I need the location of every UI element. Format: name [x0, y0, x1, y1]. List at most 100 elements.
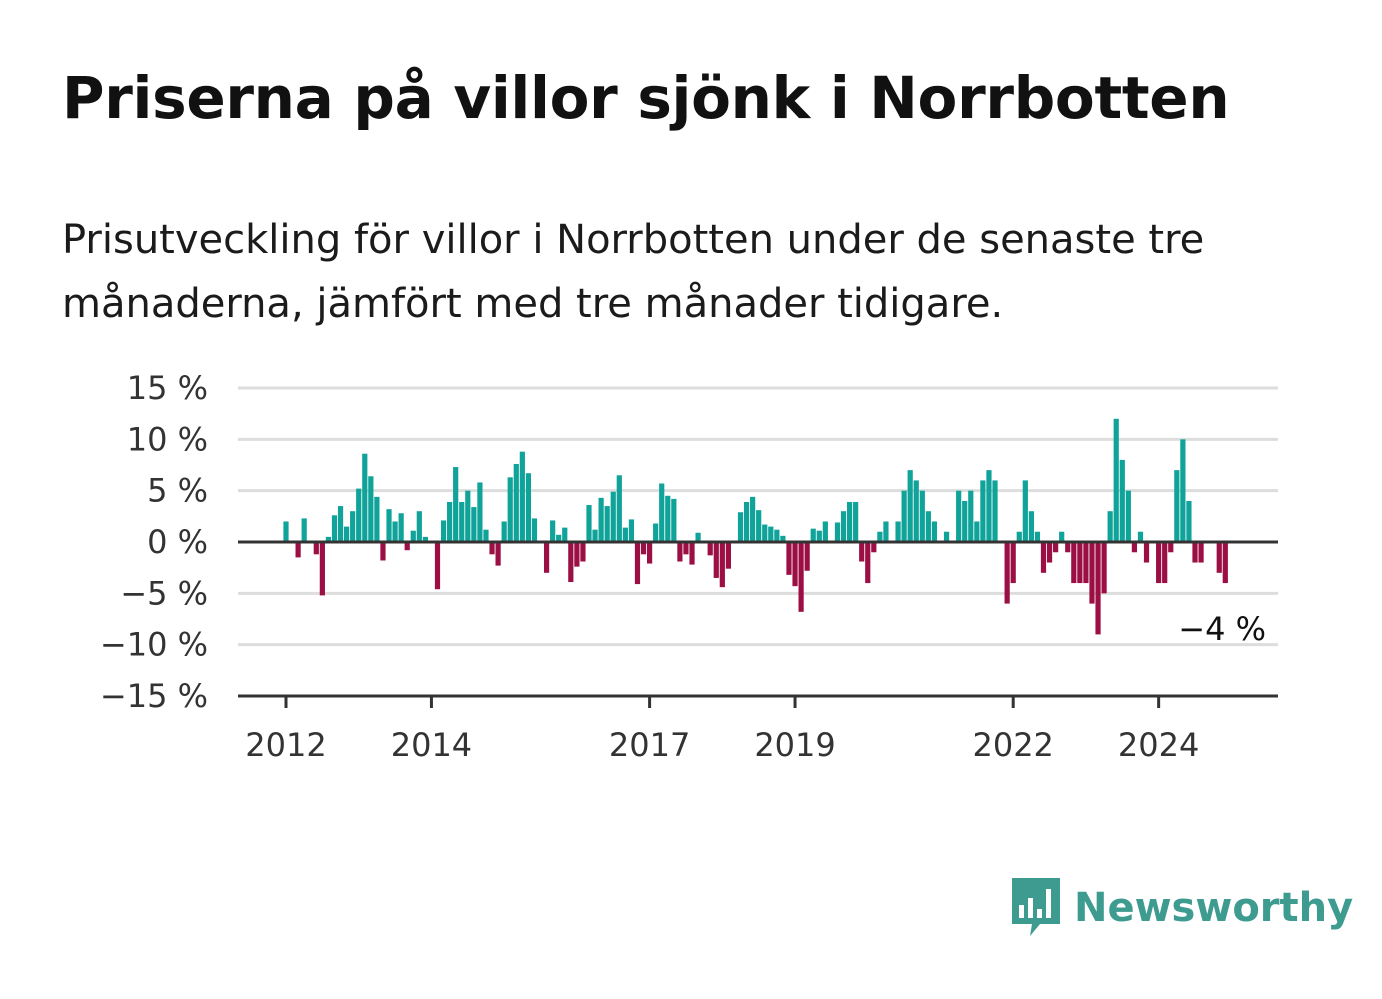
bar — [683, 542, 689, 555]
bar — [337, 506, 344, 542]
bar — [410, 530, 416, 542]
bar — [386, 509, 392, 542]
bar — [677, 542, 683, 562]
bar — [580, 542, 586, 562]
bar — [762, 524, 768, 542]
last-value-label: −4 % — [1178, 610, 1266, 648]
brand: Newsworthy — [1010, 878, 1353, 938]
bar — [725, 542, 731, 569]
y-tick-label: −10 % — [100, 626, 208, 664]
bar — [440, 520, 447, 542]
grid-lines — [238, 386, 1278, 647]
bar — [943, 531, 950, 542]
bar — [1174, 470, 1180, 542]
bar — [895, 521, 901, 542]
bar — [768, 526, 774, 542]
bar — [1113, 418, 1119, 542]
bar — [640, 542, 647, 555]
bar — [622, 527, 628, 542]
bar — [1022, 480, 1028, 542]
bar — [543, 542, 550, 573]
y-axis-labels: 15 % 10 % 5 % 0 % −5 % −10 % −15 % — [100, 369, 208, 715]
bar — [1131, 542, 1137, 553]
bar-chart: 15 %10 %5 %0 %−5 %−10 %−15 % 2012 2014 201… — [100, 369, 1278, 764]
bar — [416, 511, 422, 542]
bar — [331, 515, 338, 542]
bar — [1004, 542, 1010, 604]
bar — [525, 473, 531, 542]
bar — [453, 467, 459, 542]
bar — [507, 477, 513, 542]
bar — [295, 542, 301, 558]
bar — [1137, 531, 1144, 542]
bar — [434, 542, 441, 590]
chart-subtitle: Prisutveckling för villor i Norrbotten u… — [62, 217, 1205, 327]
bar — [283, 521, 289, 542]
y-tick-label: −15 % — [100, 677, 208, 715]
bar — [956, 490, 962, 542]
bar — [301, 518, 307, 542]
bar — [719, 542, 725, 588]
bar — [1083, 542, 1089, 584]
bar — [786, 542, 792, 575]
bar — [780, 535, 786, 542]
bar — [350, 511, 356, 542]
bar — [1216, 542, 1222, 573]
y-tick-label: 15 % — [127, 369, 208, 407]
bar — [1034, 531, 1041, 542]
bar — [1186, 500, 1192, 542]
bar — [1222, 542, 1228, 584]
bar — [737, 512, 744, 542]
bar — [665, 495, 671, 542]
x-tick-label: 2022 — [972, 726, 1053, 764]
bar — [883, 521, 889, 542]
bar — [344, 526, 350, 542]
bar — [574, 542, 580, 567]
x-axis: 2012 2014 2017 2019 2022 2024 — [238, 540, 1278, 764]
bar — [325, 536, 332, 542]
bar — [513, 463, 519, 542]
bar — [519, 451, 525, 542]
x-tick-label: 2017 — [609, 726, 690, 764]
bar — [447, 501, 453, 542]
bar — [459, 501, 465, 542]
bar — [604, 506, 610, 542]
bar — [1095, 542, 1101, 635]
bar — [1071, 542, 1077, 584]
bar — [871, 542, 877, 553]
bar — [980, 480, 986, 542]
bar — [568, 542, 574, 583]
bar — [810, 528, 816, 542]
bar — [774, 529, 780, 542]
bar — [1040, 542, 1047, 573]
bar — [707, 542, 713, 556]
bar — [1089, 542, 1095, 604]
bar — [1156, 542, 1162, 584]
bar — [1016, 531, 1022, 542]
bar — [986, 470, 992, 542]
bar — [404, 542, 410, 551]
bar — [465, 490, 471, 542]
bar — [483, 529, 489, 542]
bar — [501, 521, 507, 542]
bar — [919, 490, 925, 542]
bar — [992, 480, 998, 542]
brand-name: Newsworthy — [1074, 885, 1354, 931]
bar — [840, 511, 847, 542]
bar — [1053, 542, 1059, 553]
bar — [1180, 439, 1186, 542]
bar — [859, 542, 865, 562]
bar — [750, 496, 756, 542]
bar — [659, 483, 665, 542]
bar — [1107, 511, 1113, 542]
bar — [743, 501, 750, 542]
bar — [592, 529, 598, 542]
bar — [562, 527, 568, 542]
bar — [616, 475, 622, 542]
bar — [1101, 542, 1107, 594]
bar — [1065, 542, 1071, 553]
bar — [374, 496, 380, 542]
bar — [598, 497, 604, 542]
bar — [495, 542, 501, 566]
bar — [1010, 542, 1016, 584]
